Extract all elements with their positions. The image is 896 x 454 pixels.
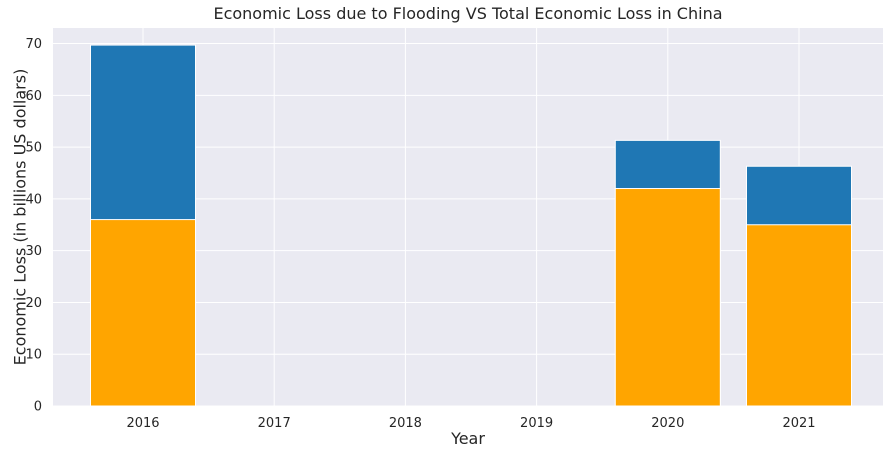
x-ticks: 2016 2017 2018 2019 2020 2021 bbox=[126, 416, 815, 431]
x-axis-label: Year bbox=[450, 429, 485, 448]
chart-title: Economic Loss due to Flooding VS Total E… bbox=[213, 4, 722, 23]
bar-series-2-2021 bbox=[746, 224, 852, 407]
y-tick-label: 30 bbox=[25, 244, 42, 259]
bar-series-2-2020 bbox=[614, 188, 721, 407]
x-tick-label: 2018 bbox=[389, 416, 422, 431]
x-tick-label: 2021 bbox=[782, 416, 815, 431]
x-tick-label: 2017 bbox=[258, 416, 291, 431]
x-tick-label: 2019 bbox=[520, 416, 553, 431]
y-tick-label: 40 bbox=[25, 192, 42, 207]
y-tick-label: 0 bbox=[34, 400, 42, 415]
bars bbox=[90, 44, 852, 407]
y-ticks: 0 10 20 30 40 50 60 70 bbox=[25, 37, 42, 414]
y-tick-label: 50 bbox=[25, 141, 42, 156]
y-tick-label: 10 bbox=[25, 348, 42, 363]
y-axis-label: Economic Loss (in billions US dollars) bbox=[11, 69, 30, 366]
y-tick-label: 70 bbox=[25, 37, 42, 52]
y-tick-label: 60 bbox=[25, 89, 42, 104]
x-tick-label: 2016 bbox=[126, 416, 159, 431]
bar-series-2-2016 bbox=[90, 219, 196, 407]
y-tick-label: 20 bbox=[25, 296, 42, 311]
x-tick-label: 2020 bbox=[651, 416, 684, 431]
